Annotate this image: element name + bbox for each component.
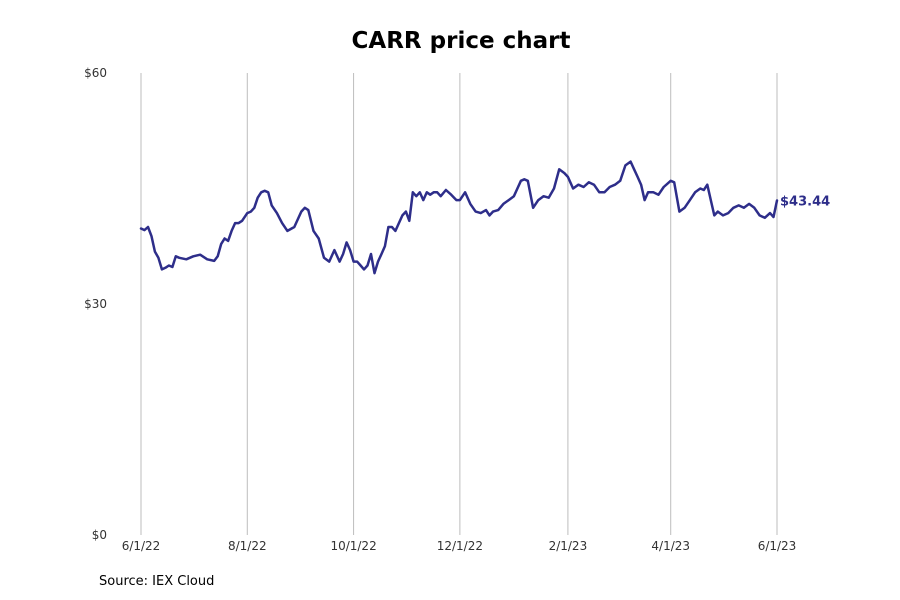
y-tick-label: $60 [84, 66, 107, 80]
y-tick-label: $0 [92, 528, 107, 542]
x-tick-label: 2/1/23 [549, 539, 588, 553]
x-axis-ticks: 6/1/22 8/1/22 10/1/22 12/1/22 2/1/23 4/1/23 6/… [122, 539, 797, 553]
series-layer [139, 160, 779, 275]
grid-lines [140, 73, 778, 535]
y-axis-ticks: $0 $30 $60 [84, 66, 107, 542]
y-tick-label: $30 [84, 297, 107, 311]
x-tick-label: 4/1/23 [651, 539, 690, 553]
x-tick-label: 6/1/23 [758, 539, 797, 553]
chart-title: CARR price chart [351, 28, 571, 54]
x-tick-label: 6/1/22 [122, 539, 161, 553]
x-tick-label: 12/1/22 [437, 539, 483, 553]
end-label-layer: $43.44 [780, 195, 830, 210]
source-note: Source: IEX Cloud [99, 574, 215, 589]
last-price-label: $43.44 [780, 195, 830, 210]
x-tick-label: 10/1/22 [330, 539, 376, 553]
x-tick-label: 8/1/22 [228, 539, 267, 553]
price-series-line [139, 160, 779, 275]
